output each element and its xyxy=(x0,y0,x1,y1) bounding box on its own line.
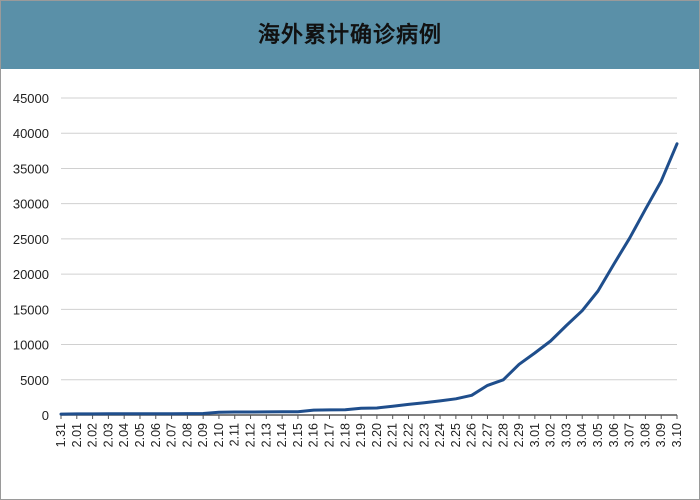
x-tick-label: 3.04 xyxy=(575,423,589,447)
x-tick-label: 2.24 xyxy=(433,423,447,447)
y-tick-label: 45000 xyxy=(13,91,49,106)
x-tick-label: 3.02 xyxy=(544,423,558,447)
x-tick-label: 2.18 xyxy=(338,423,352,447)
x-tick-label: 2.10 xyxy=(212,423,226,447)
x-tick-label: 2.17 xyxy=(323,423,337,447)
x-tick-label: 2.20 xyxy=(370,423,384,447)
x-tick-label: 2.25 xyxy=(449,423,463,447)
x-tick-label: 2.19 xyxy=(354,423,368,447)
x-tick-label: 3.08 xyxy=(638,423,652,447)
x-tick-label: 3.06 xyxy=(607,423,621,447)
chart-title: 海外累计确诊病例 xyxy=(257,23,442,48)
x-tick-label: 2.09 xyxy=(196,423,210,447)
title-bar: 海外累计确诊病例 xyxy=(1,1,699,69)
x-tick-label: 2.13 xyxy=(259,423,273,447)
x-tick-label: 2.15 xyxy=(291,423,305,447)
x-tick-label: 2.16 xyxy=(307,423,321,447)
x-tick-label: 2.04 xyxy=(117,423,131,447)
x-tick-label: 3.03 xyxy=(559,423,573,447)
x-tick-label: 2.28 xyxy=(496,423,510,447)
x-tick-label: 2.03 xyxy=(101,423,115,447)
x-tick-label: 2.21 xyxy=(386,423,400,447)
y-tick-label: 15000 xyxy=(13,302,49,317)
x-tick-label: 2.02 xyxy=(86,423,100,447)
y-tick-label: 5000 xyxy=(20,373,49,388)
line-chart: 0 5000 10000 15000 20000 25000 30000 35000 40000… xyxy=(13,91,684,447)
x-tick-label: 2.12 xyxy=(244,423,258,447)
x-tick-label: 3.07 xyxy=(623,423,637,447)
x-tick-label: 2.26 xyxy=(465,423,479,447)
x-tick-label: 2.22 xyxy=(401,423,415,447)
y-tick-label: 30000 xyxy=(13,197,49,212)
x-tick-label: 2.06 xyxy=(149,423,163,447)
x-tick-label: 2.01 xyxy=(70,423,84,447)
x-tick-label: 2.08 xyxy=(180,423,194,447)
x-tick-label: 2.14 xyxy=(275,423,289,447)
y-tick-label: 20000 xyxy=(13,267,49,282)
x-tick-label: 3.05 xyxy=(591,423,605,447)
y-tick-label: 0 xyxy=(42,408,49,423)
x-tick-label: 2.23 xyxy=(417,423,431,447)
series-line xyxy=(59,142,679,416)
x-tick-label: 3.10 xyxy=(670,423,684,447)
x-tick-label: 1.31 xyxy=(54,423,68,447)
x-tick-label: 3.01 xyxy=(528,423,542,447)
y-tick-label: 35000 xyxy=(13,161,49,176)
y-tick-label: 40000 xyxy=(13,126,49,141)
y-tick-label: 10000 xyxy=(13,338,49,353)
x-tick-label: 2.05 xyxy=(133,423,147,447)
x-tick-label: 2.29 xyxy=(512,423,526,447)
x-tick-label: 2.11 xyxy=(228,423,242,446)
x-tick-label: 3.09 xyxy=(654,423,668,447)
y-tick-label: 25000 xyxy=(13,232,49,247)
x-tick-label: 2.07 xyxy=(165,423,179,447)
x-tick-label: 2.27 xyxy=(480,423,494,447)
